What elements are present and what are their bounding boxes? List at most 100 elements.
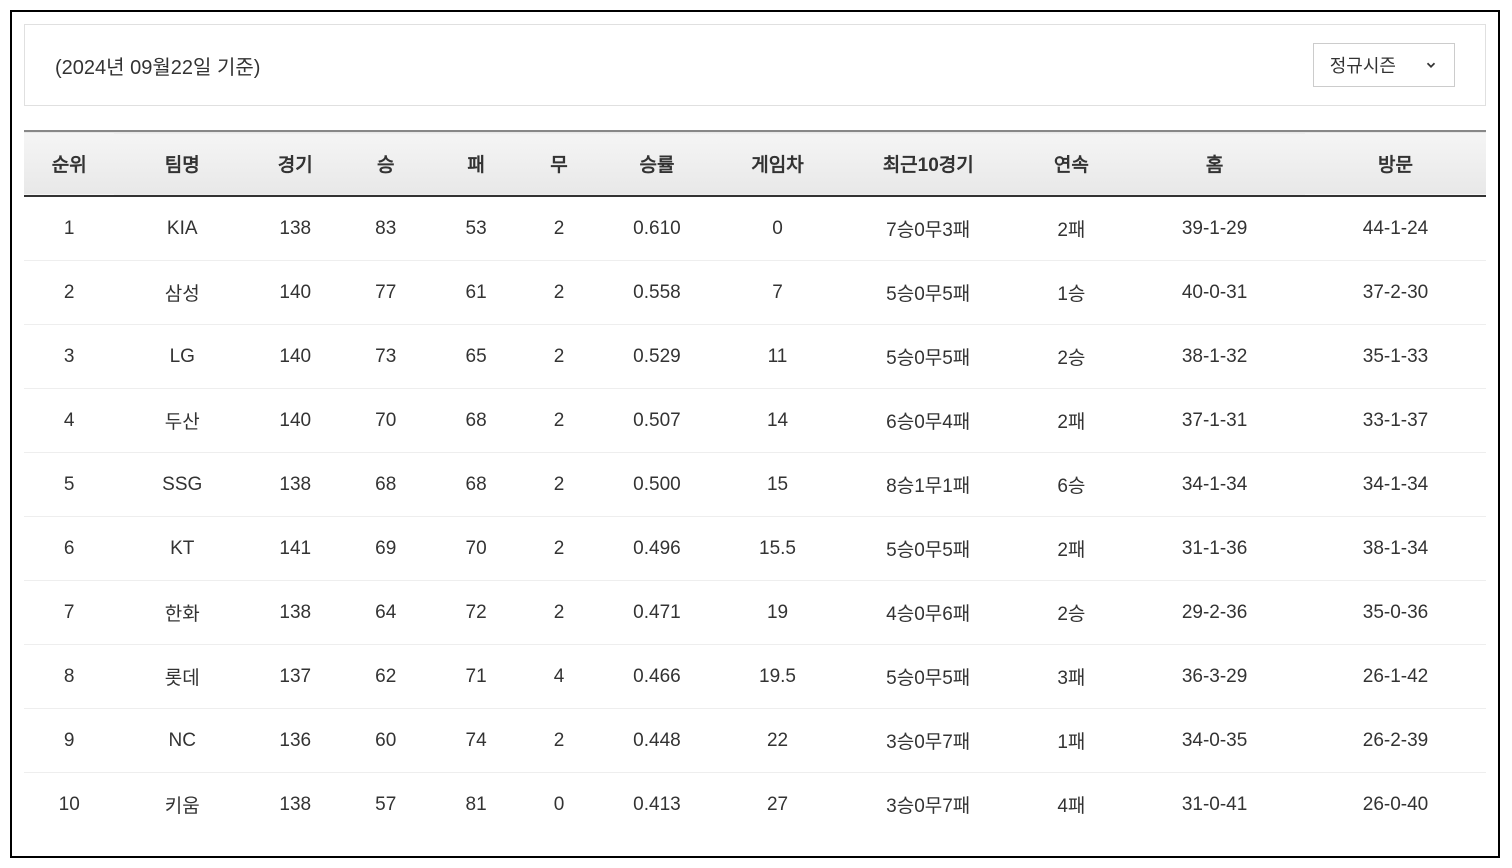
cell-team: KT [114,517,250,581]
header-bar: (2024년 09월22일 기준) 정규시즌 [24,24,1486,106]
cell-home: 36-3-29 [1124,645,1305,709]
table-header: 순위팀명경기승패무승률게임차최근10경기연속홈방문 [24,131,1486,196]
table-wrapper: 순위팀명경기승패무승률게임차최근10경기연속홈방문 1KIA138835320.… [12,118,1498,856]
cell-gb: 11 [717,325,838,389]
cell-last10: 3승0무7패 [838,773,1019,837]
cell-pct: 0.610 [597,196,718,261]
cell-rank: 8 [24,645,114,709]
table-row: 4두산140706820.507146승0무4패2패37-1-3133-1-37 [24,389,1486,453]
cell-pct: 0.496 [597,517,718,581]
cell-games: 138 [250,773,340,837]
cell-away: 26-0-40 [1305,773,1486,837]
cell-last10: 5승0무5패 [838,261,1019,325]
cell-away: 38-1-34 [1305,517,1486,581]
cell-streak: 4패 [1019,773,1124,837]
cell-streak: 2승 [1019,581,1124,645]
table-row: 9NC136607420.448223승0무7패1패34-0-3526-2-39 [24,709,1486,773]
cell-away: 26-1-42 [1305,645,1486,709]
cell-lose: 68 [431,453,521,517]
cell-win: 60 [340,709,430,773]
cell-draw: 2 [521,581,596,645]
table-row: 1KIA138835320.61007승0무3패2패39-1-2944-1-24 [24,196,1486,261]
cell-team: KIA [114,196,250,261]
table-row: 6KT141697020.49615.55승0무5패2패31-1-3638-1-… [24,517,1486,581]
cell-team: 롯데 [114,645,250,709]
cell-home: 37-1-31 [1124,389,1305,453]
season-select[interactable]: 정규시즌 [1313,43,1455,87]
cell-gb: 0 [717,196,838,261]
cell-draw: 4 [521,645,596,709]
cell-draw: 2 [521,517,596,581]
cell-win: 69 [340,517,430,581]
cell-win: 62 [340,645,430,709]
cell-gb: 14 [717,389,838,453]
cell-games: 140 [250,325,340,389]
cell-home: 38-1-32 [1124,325,1305,389]
standings-table: 순위팀명경기승패무승률게임차최근10경기연속홈방문 1KIA138835320.… [24,130,1486,836]
cell-team: 키움 [114,773,250,837]
cell-gb: 19.5 [717,645,838,709]
cell-last10: 6승0무4패 [838,389,1019,453]
cell-home: 31-1-36 [1124,517,1305,581]
cell-last10: 5승0무5패 [838,645,1019,709]
cell-rank: 6 [24,517,114,581]
cell-rank: 3 [24,325,114,389]
cell-last10: 3승0무7패 [838,709,1019,773]
cell-lose: 65 [431,325,521,389]
cell-pct: 0.448 [597,709,718,773]
cell-rank: 9 [24,709,114,773]
cell-team: 한화 [114,581,250,645]
cell-home: 39-1-29 [1124,196,1305,261]
cell-lose: 70 [431,517,521,581]
table-row: 5SSG138686820.500158승1무1패6승34-1-3434-1-3… [24,453,1486,517]
column-header-streak: 연속 [1019,131,1124,196]
cell-rank: 7 [24,581,114,645]
cell-rank: 1 [24,196,114,261]
cell-last10: 8승1무1패 [838,453,1019,517]
column-header-draw: 무 [521,131,596,196]
cell-pct: 0.529 [597,325,718,389]
cell-last10: 4승0무6패 [838,581,1019,645]
cell-lose: 72 [431,581,521,645]
column-header-last10: 최근10경기 [838,131,1019,196]
cell-home: 31-0-41 [1124,773,1305,837]
cell-away: 35-0-36 [1305,581,1486,645]
cell-gb: 7 [717,261,838,325]
column-header-pct: 승률 [597,131,718,196]
cell-rank: 5 [24,453,114,517]
table-row: 10키움138578100.413273승0무7패4패31-0-4126-0-4… [24,773,1486,837]
cell-team: LG [114,325,250,389]
cell-pct: 0.471 [597,581,718,645]
column-header-win: 승 [340,131,430,196]
cell-streak: 2패 [1019,389,1124,453]
cell-games: 138 [250,581,340,645]
chevron-down-icon [1424,58,1438,72]
cell-lose: 53 [431,196,521,261]
season-select-label: 정규시즌 [1330,52,1396,78]
cell-games: 141 [250,517,340,581]
column-header-team: 팀명 [114,131,250,196]
cell-lose: 71 [431,645,521,709]
cell-pct: 0.507 [597,389,718,453]
cell-win: 73 [340,325,430,389]
cell-win: 57 [340,773,430,837]
cell-games: 137 [250,645,340,709]
cell-gb: 15 [717,453,838,517]
cell-away: 35-1-33 [1305,325,1486,389]
cell-home: 34-1-34 [1124,453,1305,517]
cell-streak: 1패 [1019,709,1124,773]
column-header-home: 홈 [1124,131,1305,196]
date-label: (2024년 09월22일 기준) [55,51,260,80]
cell-lose: 81 [431,773,521,837]
cell-lose: 68 [431,389,521,453]
cell-away: 26-2-39 [1305,709,1486,773]
cell-away: 34-1-34 [1305,453,1486,517]
cell-gb: 15.5 [717,517,838,581]
table-row: 2삼성140776120.55875승0무5패1승40-0-3137-2-30 [24,261,1486,325]
cell-away: 44-1-24 [1305,196,1486,261]
cell-gb: 27 [717,773,838,837]
cell-games: 138 [250,453,340,517]
column-header-rank: 순위 [24,131,114,196]
cell-last10: 7승0무3패 [838,196,1019,261]
cell-streak: 2패 [1019,517,1124,581]
